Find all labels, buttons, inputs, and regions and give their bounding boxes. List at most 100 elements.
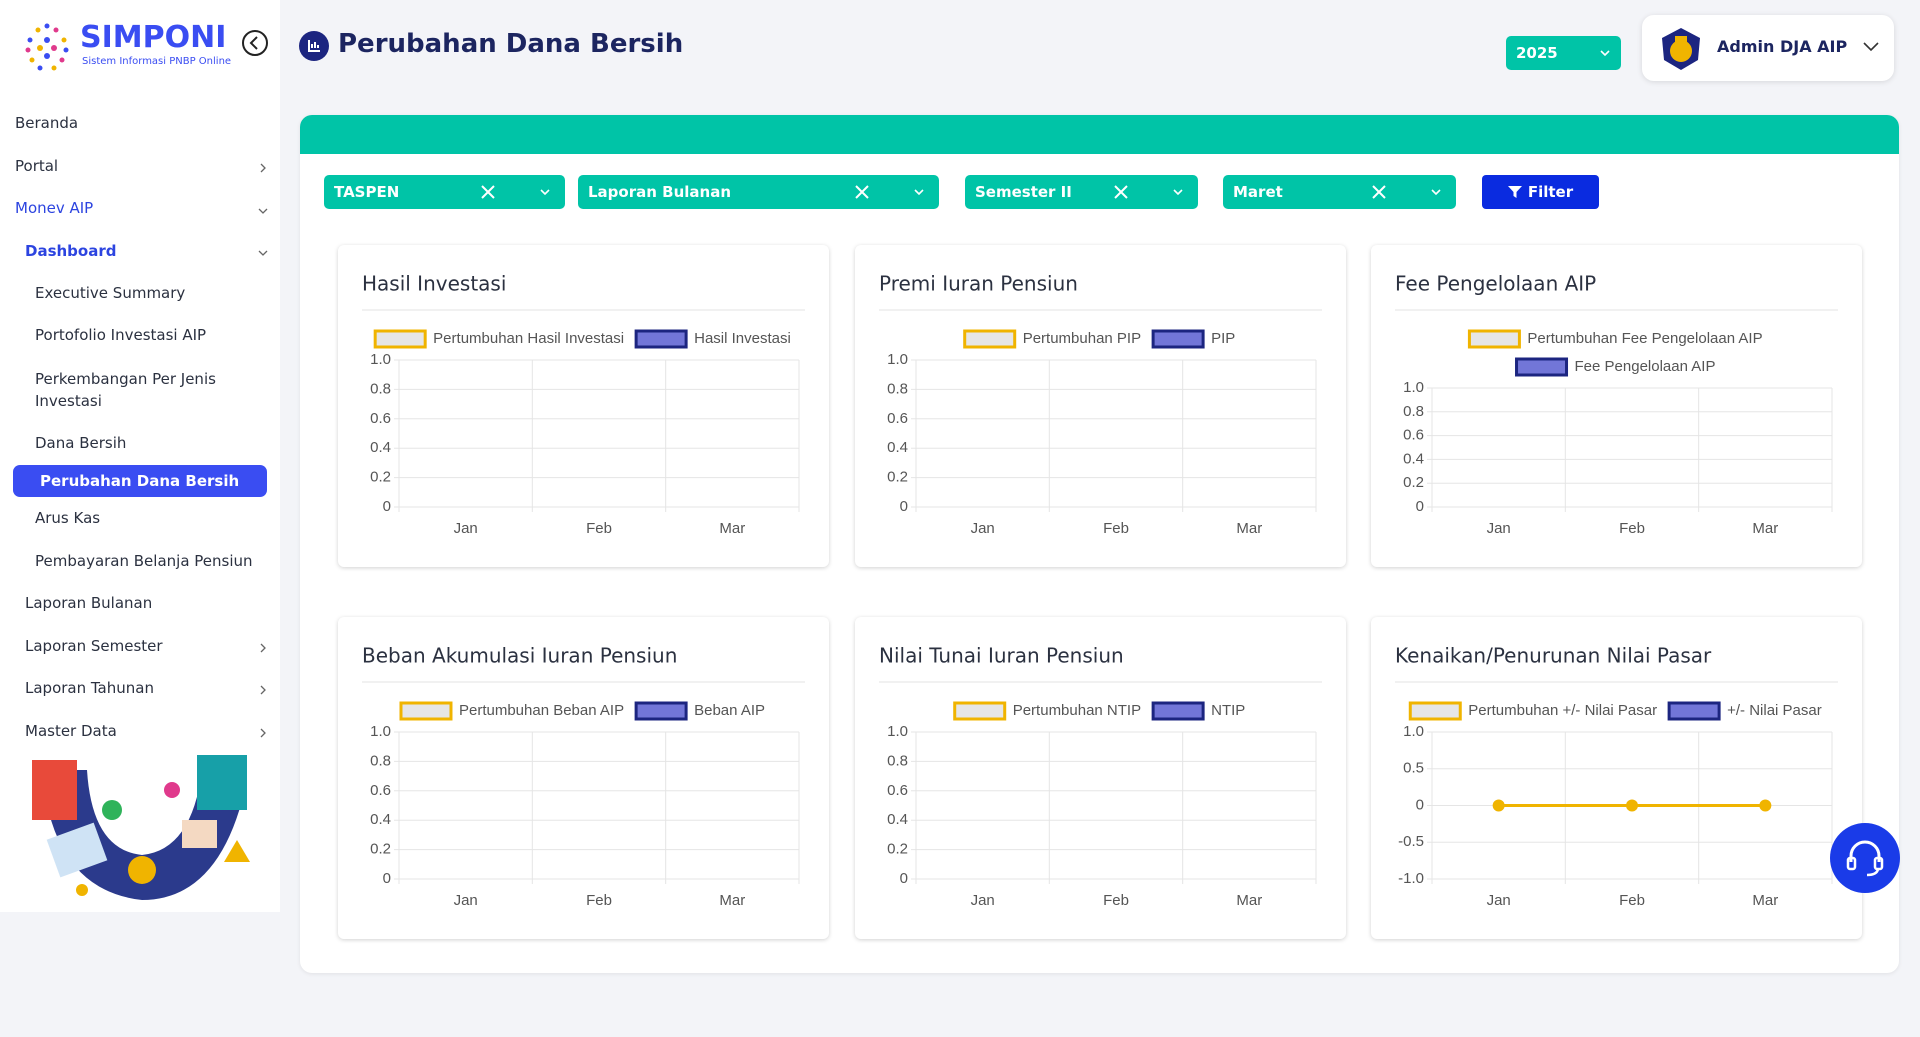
menu-item[interactable]: Pembayaran Belanja Pensiun [35, 552, 253, 570]
legend-swatch [1151, 329, 1205, 349]
menu-item[interactable]: Beranda [15, 114, 79, 132]
chart-card: Nilai Tunai Iuran Pensiun Pertumbuhan NTI… [855, 617, 1346, 939]
legend-label: NTIP [1211, 702, 1245, 719]
chevron [1173, 189, 1183, 196]
menu-item[interactable]: Laporan Semester [25, 637, 163, 655]
clear-icon[interactable] [854, 184, 870, 200]
chevron [260, 728, 266, 738]
y-tick-label: 0.6 [370, 782, 391, 799]
help-button[interactable] [1829, 822, 1901, 894]
chart-title: Nilai Tunai Iuran Pensiun [879, 644, 1124, 668]
y-tick-label: 0 [1416, 796, 1424, 813]
legend-label: Pertumbuhan Fee Pengelolaan AIP [1527, 330, 1762, 347]
menu-item[interactable]: Master Data [25, 722, 117, 740]
legend-item: Pertumbuhan Hasil Investasi [373, 329, 624, 349]
y-tick-label: 0 [383, 498, 391, 515]
menu-item[interactable]: Portal [15, 157, 59, 175]
logo-subtitle: Sistem Informasi PNBP Online [82, 56, 232, 67]
collapse-button[interactable] [241, 29, 269, 57]
chart-title: Fee Pengelolaan AIP [1395, 272, 1596, 296]
x-tick-label: Mar [1236, 520, 1262, 537]
y-tick-label: 0.6 [887, 410, 908, 427]
filter-value: Laporan Bulanan [588, 183, 731, 201]
y-tick-label: 0.2 [1403, 474, 1424, 491]
y-tick-label: 0.2 [370, 469, 391, 486]
y-tick-label: 1.0 [1403, 379, 1424, 396]
legend-item: Pertumbuhan Beban AIP [399, 701, 624, 721]
y-tick-label: 0.4 [370, 811, 391, 828]
chart-card: Hasil Investasi Pertumbuhan Hasil Investa… [338, 245, 829, 567]
menu-item[interactable]: Arus Kas [35, 509, 101, 527]
legend-swatch [373, 329, 427, 349]
filter-label: Filter [1527, 183, 1574, 201]
y-tick-label: 0.8 [887, 752, 908, 769]
y-tick-label: 1.0 [370, 723, 391, 740]
chart: Fee Pengelolaan AIP Pertumbuhan Fee Penge… [1395, 272, 1838, 537]
legend-swatch [634, 701, 688, 721]
legend-item: Fee Pengelolaan AIP [1515, 357, 1715, 377]
year-select[interactable]: 2025 [1506, 36, 1621, 70]
menu-item[interactable]: Dashboard [25, 242, 117, 260]
chevron [1863, 42, 1879, 52]
page-icon [299, 31, 329, 61]
y-tick-label: 0.8 [1403, 403, 1424, 420]
chart: Kenaikan/Penurunan Nilai Pasar Pertumbuha… [1395, 644, 1838, 909]
x-tick-label: Feb [586, 520, 612, 537]
chevron [540, 189, 550, 196]
y-tick-label: 0.4 [887, 439, 908, 456]
y-tick-label: 0.2 [887, 841, 908, 858]
y-tick-label: 0.4 [887, 811, 908, 828]
x-tick-label: Feb [1619, 520, 1645, 537]
menu-item[interactable]: Laporan Bulanan [25, 594, 153, 612]
filter-value: Semester II [975, 183, 1072, 201]
filter-select[interactable]: TASPEN [324, 175, 565, 209]
legend-item: Pertumbuhan NTIP [953, 701, 1141, 721]
filter-select[interactable]: Semester II [965, 175, 1198, 209]
chart-title: Hasil Investasi [362, 272, 506, 296]
y-tick-label: 0.6 [887, 782, 908, 799]
chevron [260, 685, 266, 695]
legend-label: Pertumbuhan +/- Nilai Pasar [1468, 702, 1657, 719]
x-tick-label: Feb [1103, 520, 1129, 537]
menu-item[interactable]: Perkembangan Per Jenis Investasi [35, 370, 216, 410]
menu-item[interactable]: Laporan Tahunan [25, 679, 154, 697]
chart: Nilai Tunai Iuran Pensiun Pertumbuhan NTI… [879, 644, 1322, 909]
user-menu[interactable]: Admin DJA AIP [1642, 15, 1894, 81]
legend-item: Beban AIP [634, 701, 765, 721]
legend-label: Pertumbuhan Hasil Investasi [433, 330, 624, 347]
menu-item[interactable]: Perubahan Dana Bersih [40, 472, 240, 490]
menu-item[interactable]: Executive Summary [35, 284, 186, 302]
chevron [914, 189, 924, 196]
x-tick-label: Mar [1752, 520, 1778, 537]
legend-swatch [399, 701, 453, 721]
y-tick-label: 0.2 [887, 469, 908, 486]
legend-item: +/- Nilai Pasar [1667, 701, 1822, 721]
filter-button[interactable]: Filter [1482, 175, 1599, 209]
menu-item[interactable]: Portofolio Investasi AIP [35, 326, 207, 344]
point [1759, 799, 1772, 812]
x-tick-label: Mar [1752, 892, 1778, 909]
chevron [1600, 50, 1610, 57]
clear-icon[interactable] [480, 184, 496, 200]
logo-title: SIMPONI [80, 20, 227, 55]
clear-icon[interactable] [1113, 184, 1129, 200]
chevron [258, 208, 268, 214]
y-tick-label: 0 [1416, 498, 1424, 515]
y-tick-label: -1.0 [1398, 870, 1424, 887]
filter-select[interactable]: Maret [1223, 175, 1456, 209]
chart-card: Fee Pengelolaan AIP Pertumbuhan Fee Penge… [1371, 245, 1862, 567]
sidebar: SIMPONI Sistem Informasi PNBP Online Ber… [0, 0, 280, 912]
filter-select[interactable]: Laporan Bulanan [578, 175, 939, 209]
x-tick-label: Mar [1236, 892, 1262, 909]
x-tick-label: Jan [454, 892, 478, 909]
clear-icon[interactable] [1371, 184, 1387, 200]
legend-swatch [953, 701, 1007, 721]
y-tick-label: 1.0 [370, 351, 391, 368]
menu-item[interactable]: Monev AIP [15, 199, 94, 217]
chart: Hasil Investasi Pertumbuhan Hasil Investa… [362, 272, 805, 537]
y-tick-label: 0 [383, 870, 391, 887]
y-tick-label: 1.0 [1403, 723, 1424, 740]
legend-label: Pertumbuhan Beban AIP [459, 702, 624, 719]
menu-item[interactable]: Dana Bersih [35, 434, 127, 452]
logo-icon [25, 23, 69, 71]
